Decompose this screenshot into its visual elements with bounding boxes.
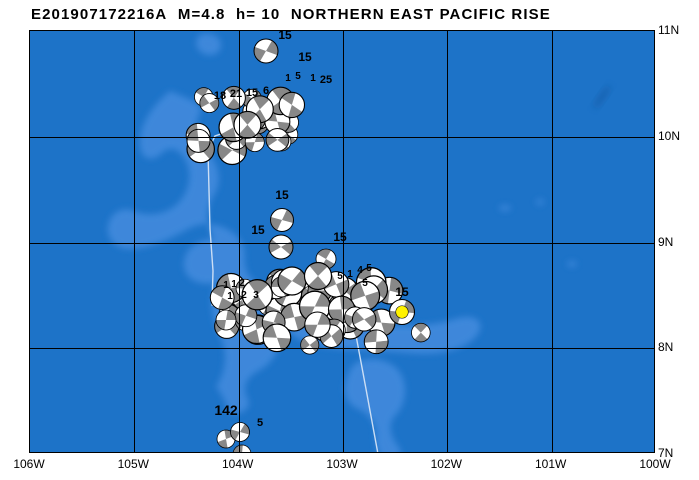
svg-text:15: 15 [275,188,289,202]
svg-text:1: 1 [231,279,237,290]
svg-text:15: 15 [278,31,292,42]
svg-text:15: 15 [251,223,265,237]
svg-text:1: 1 [347,269,353,280]
svg-text:15: 15 [395,285,409,299]
svg-text:142: 142 [214,402,238,418]
svg-text:5: 5 [295,71,301,82]
svg-text:5: 5 [362,278,368,289]
svg-text:15: 15 [246,87,258,99]
svg-text:4: 4 [357,265,363,276]
svg-text:25: 25 [320,74,332,86]
svg-text:2: 2 [241,290,247,301]
svg-text:5: 5 [257,417,263,429]
svg-text:18: 18 [214,90,226,102]
svg-text:6: 6 [263,85,269,97]
svg-text:21: 21 [230,88,242,100]
svg-text:15: 15 [298,50,312,64]
svg-text:5: 5 [366,263,372,274]
svg-text:3: 3 [253,290,259,301]
svg-text:1: 1 [310,73,316,84]
svg-text:1: 1 [227,291,233,302]
svg-text:1: 1 [223,280,229,291]
svg-text:2: 2 [239,278,245,289]
svg-text:1: 1 [285,73,291,84]
